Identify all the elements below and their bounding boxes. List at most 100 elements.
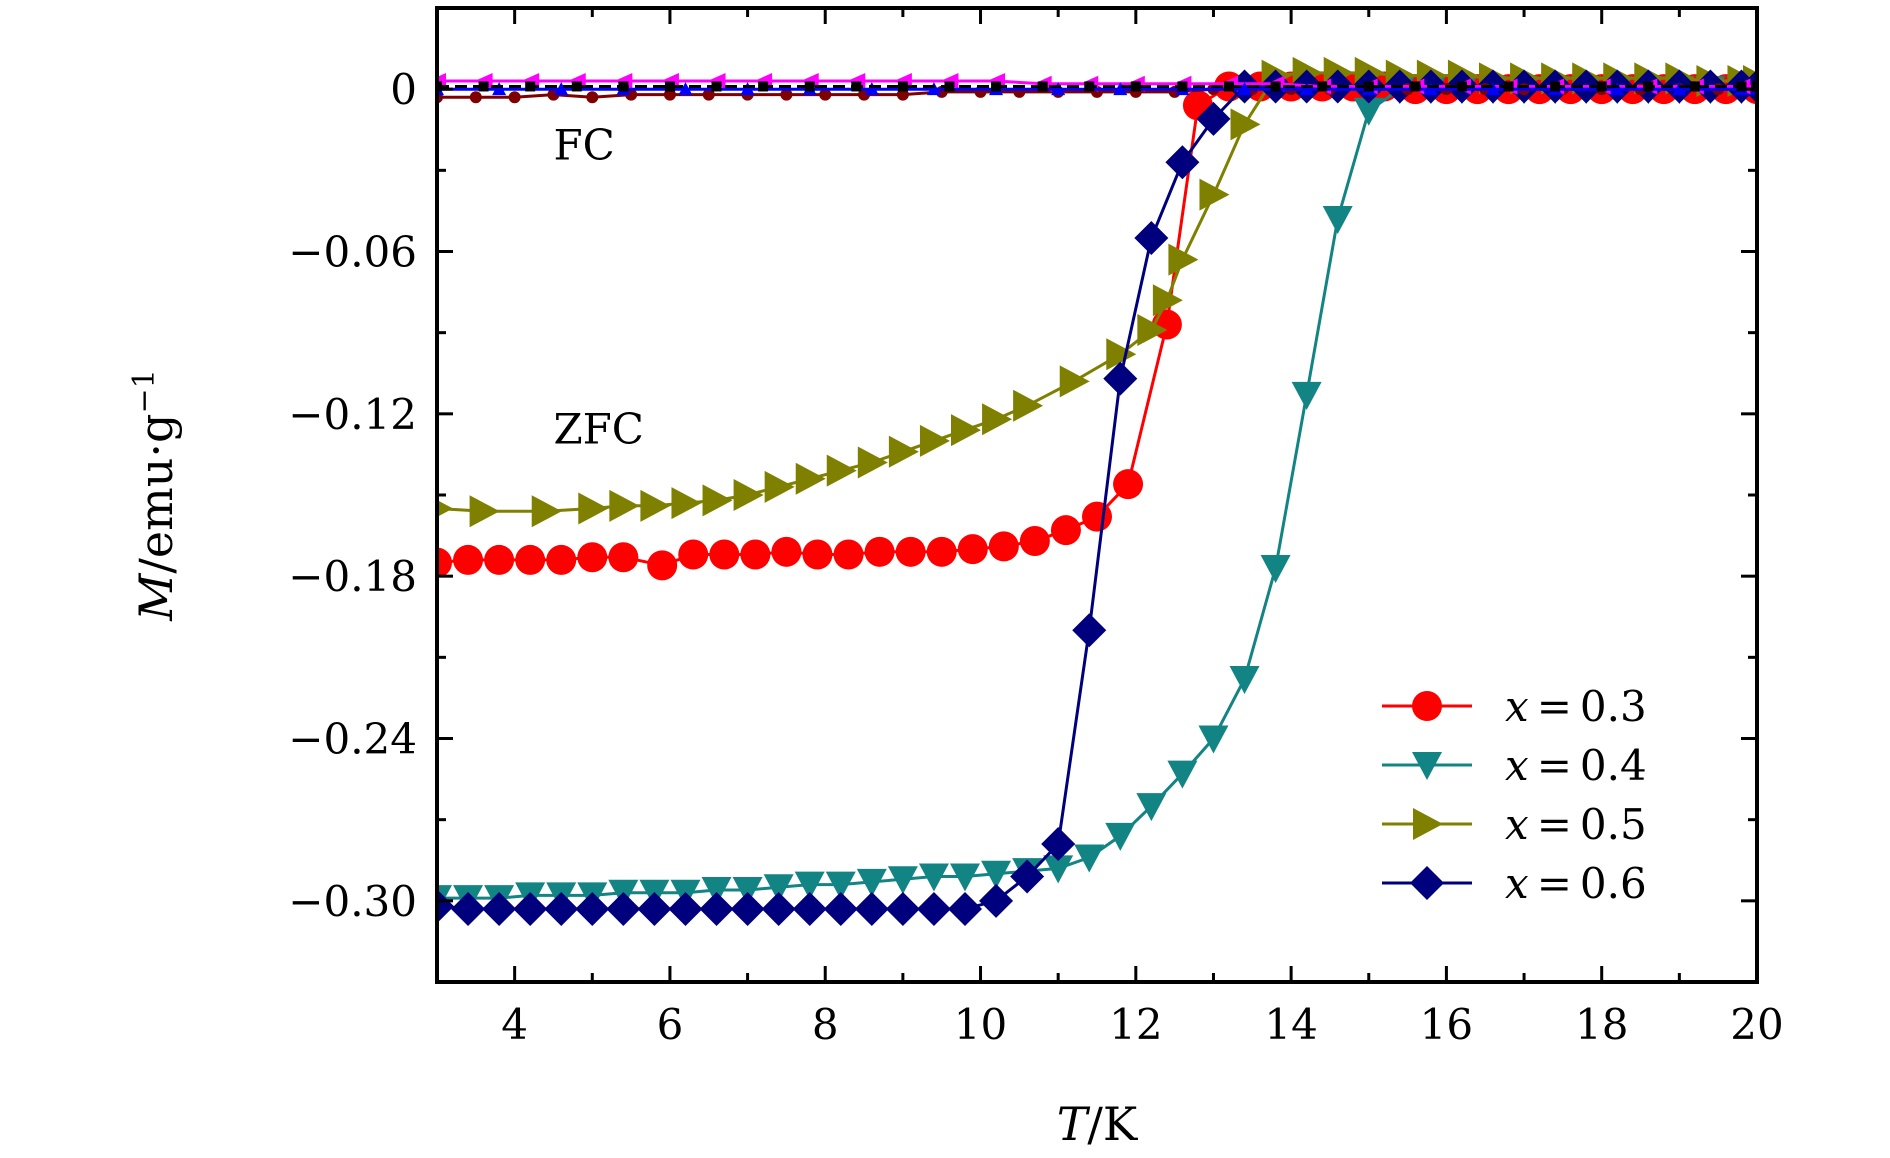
x-tick-label-7: 18: [1575, 1000, 1628, 1049]
data-point-3-9: [699, 891, 734, 926]
y-tick-label-4: −0.24: [288, 715, 417, 764]
data-point-0-0: [437, 547, 452, 578]
y-axis-exp: −1: [127, 369, 162, 413]
data-point-2-18: [1059, 365, 1090, 398]
data-point-1-9: [701, 877, 732, 906]
data-point-2-2: [531, 495, 562, 528]
data-point-7-1: [478, 81, 489, 92]
data-point-7-24: [1550, 81, 1561, 92]
data-point-1-27: [1260, 555, 1291, 584]
data-point-3-10: [730, 891, 765, 926]
data-point-0-12: [802, 539, 833, 570]
data-point-0-14: [864, 536, 895, 567]
legend-marker-0: [1412, 691, 1442, 721]
data-point-0-2: [484, 544, 515, 575]
data-point-2-8: [733, 479, 764, 511]
data-point-4-9: [780, 88, 793, 101]
data-point-3-1: [451, 891, 486, 926]
data-point-3-6: [606, 891, 641, 926]
y-axis-sep: /: [129, 558, 183, 574]
legend-var-2: x: [1505, 800, 1529, 849]
y-axis-title: M/emu·g−1: [127, 369, 183, 621]
data-point-6-14: [1299, 82, 1314, 96]
data-point-1-20: [1043, 855, 1074, 884]
data-point-3-12: [792, 891, 827, 926]
data-point-6-20: [1672, 82, 1687, 96]
legend-label-0: x = 0.3: [1505, 682, 1647, 731]
data-point-7-4: [618, 81, 629, 92]
data-point-6-7: [864, 82, 879, 96]
data-point-2-17: [1013, 389, 1044, 422]
data-point-2-1: [469, 495, 500, 528]
data-point-6-16: [1423, 82, 1438, 96]
data-point-7-9: [851, 81, 862, 92]
data-point-7-23: [1503, 81, 1514, 92]
legend-entry-0: x = 0.3: [1382, 682, 1647, 731]
data-point-0-4: [546, 544, 577, 575]
data-point-3-5: [575, 891, 610, 926]
data-point-1-10: [732, 877, 763, 906]
data-point-0-5: [577, 542, 608, 573]
series-layer: [437, 56, 1757, 926]
data-point-1-14: [856, 868, 887, 897]
legend-label-2: x = 0.5: [1505, 800, 1647, 849]
data-point-7-16: [1177, 81, 1188, 92]
legend-marker-1: [1412, 752, 1442, 780]
data-point-2-3: [578, 492, 609, 525]
data-point-6-13: [1237, 82, 1252, 96]
legend-eq-2: =: [1537, 800, 1572, 849]
data-point-1-16: [918, 863, 949, 892]
x-tick-label-8: 20: [1730, 1000, 1783, 1049]
y-axis-unit: emu·g: [129, 414, 183, 559]
x-axis-unit: K: [1103, 1097, 1139, 1151]
labels-layer: T/K M/emu·g−1: [127, 369, 1139, 1151]
series-7: [437, 81, 1757, 92]
data-point-2-15: [951, 414, 981, 447]
data-point-0-6: [608, 542, 639, 573]
x-tick-label-6: 16: [1420, 1000, 1473, 1049]
x-tick-label-0: 4: [501, 1000, 528, 1049]
legend-marker-2: [1413, 808, 1443, 840]
data-point-7-29: [1752, 81, 1757, 92]
data-point-1-28: [1291, 381, 1322, 410]
data-point-6-17: [1486, 82, 1500, 96]
data-point-6-4: [678, 82, 693, 96]
data-point-3-22: [1103, 361, 1138, 396]
data-point-7-0: [437, 81, 442, 92]
annotation-fc: FC: [553, 121, 614, 170]
data-point-0-20: [1050, 515, 1081, 546]
data-point-1-11: [763, 874, 794, 903]
data-point-2-22: [1168, 243, 1199, 276]
data-point-2-9: [764, 470, 795, 503]
data-point-0-7: [647, 550, 678, 581]
legend-eq-3: =: [1537, 859, 1572, 908]
legend-label-1: x = 0.4: [1505, 741, 1647, 790]
data-point-7-5: [664, 81, 675, 92]
data-point-3-23: [1134, 220, 1169, 255]
data-point-2-0: [437, 499, 453, 518]
data-point-2-14: [919, 424, 950, 457]
x-tick-label-2: 8: [812, 1000, 839, 1049]
data-point-6-19: [1610, 82, 1625, 96]
data-point-0-15: [895, 536, 926, 567]
data-point-2-12: [857, 446, 888, 479]
annotation-layer: FC ZFC: [553, 121, 643, 454]
data-point-1-25: [1198, 725, 1229, 754]
y-tick-label-5: −0.30: [288, 877, 417, 926]
x-axis-sep: /: [1087, 1097, 1103, 1151]
series-2: [437, 56, 1757, 528]
data-point-0-10: [740, 539, 771, 570]
data-point-2-19: [1106, 338, 1137, 371]
data-point-2-20: [1137, 313, 1168, 346]
data-point-3-2: [482, 891, 517, 926]
data-point-0-18: [988, 531, 1019, 562]
data-point-1-17: [950, 863, 980, 892]
data-point-3-25: [1196, 101, 1231, 136]
data-point-7-22: [1456, 81, 1467, 92]
legend-entry-1: x = 0.4: [1382, 741, 1647, 790]
y-tick-label-1: −0.06: [288, 228, 417, 277]
legend-var-0: x: [1505, 682, 1529, 731]
data-point-3-19: [1010, 859, 1045, 894]
data-point-3-15: [885, 891, 920, 926]
